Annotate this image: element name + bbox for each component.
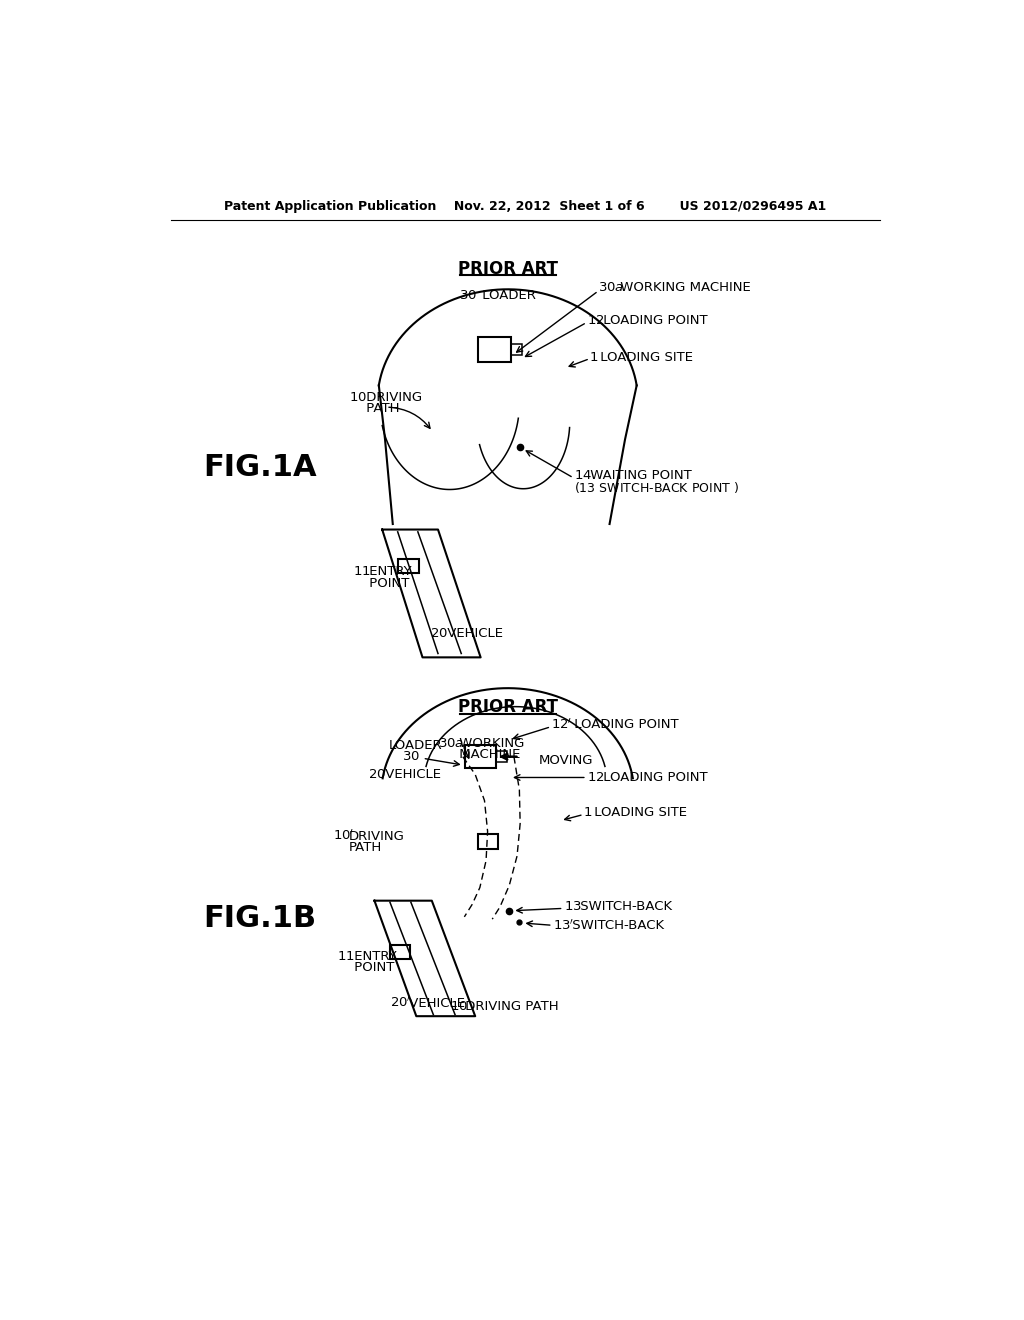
- Text: ENTRY: ENTRY: [366, 565, 412, 578]
- Bar: [478, 337, 511, 362]
- Text: FIG.1B: FIG.1B: [203, 904, 316, 933]
- Text: PRIOR ART: PRIOR ART: [458, 698, 558, 715]
- Text: PATH: PATH: [362, 403, 399, 416]
- Text: ($\mathit{13}$ SWITCH-BACK POINT ): ($\mathit{13}$ SWITCH-BACK POINT ): [573, 479, 738, 495]
- Text: $\mathit{10}$: $\mathit{10}$: [450, 1001, 468, 1014]
- Text: $\mathit{30a}$: $\mathit{30a}$: [438, 737, 464, 750]
- Bar: [398, 558, 419, 573]
- Text: MACHINE: MACHINE: [455, 748, 520, 760]
- Text: LOADING SITE: LOADING SITE: [590, 807, 687, 820]
- Text: LOADING POINT: LOADING POINT: [599, 771, 708, 784]
- Text: WORKING MACHINE: WORKING MACHINE: [616, 281, 751, 294]
- Text: SWITCH-BACK: SWITCH-BACK: [568, 919, 665, 932]
- Text: PATH: PATH: [349, 841, 382, 854]
- Text: LOADING POINT: LOADING POINT: [599, 314, 708, 326]
- Text: SWITCH-BACK: SWITCH-BACK: [575, 900, 672, 913]
- Bar: [465, 744, 496, 768]
- Text: DRIVING: DRIVING: [362, 391, 422, 404]
- Text: ENTRY: ENTRY: [349, 949, 396, 962]
- Text: LOADING POINT: LOADING POINT: [569, 718, 678, 731]
- Text: $\mathit{13'}$: $\mathit{13'}$: [553, 919, 574, 932]
- Text: VEHICLE: VEHICLE: [406, 997, 466, 1010]
- Text: $\mathit{30}$: $\mathit{30}$: [459, 289, 477, 302]
- Text: $\mathit{10'}$: $\mathit{10'}$: [334, 829, 354, 843]
- Text: $\mathit{12'}$: $\mathit{12'}$: [551, 717, 572, 731]
- Text: $\mathit{10}$: $\mathit{10}$: [349, 391, 367, 404]
- Text: $\mathit{12}$: $\mathit{12}$: [587, 771, 604, 784]
- Text: $\mathit{30}$: $\mathit{30}$: [401, 750, 420, 763]
- Text: DRIVING PATH: DRIVING PATH: [461, 1001, 559, 1014]
- Text: $\mathit{1}$: $\mathit{1}$: [589, 351, 598, 363]
- Text: LOADER: LOADER: [478, 289, 537, 302]
- Text: PRIOR ART: PRIOR ART: [458, 260, 558, 277]
- Text: VEHICLE: VEHICLE: [381, 768, 440, 781]
- Text: $\mathit{11}$: $\mathit{11}$: [352, 565, 371, 578]
- Text: MOVING: MOVING: [539, 754, 593, 767]
- Text: WAITING POINT: WAITING POINT: [586, 469, 692, 482]
- Text: POINT: POINT: [366, 577, 410, 590]
- Text: $\mathit{20}$: $\mathit{20}$: [430, 627, 449, 640]
- Text: $\mathit{13}$: $\mathit{13}$: [563, 900, 582, 913]
- Text: $\mathit{1}$: $\mathit{1}$: [583, 807, 592, 820]
- Text: VEHICLE: VEHICLE: [442, 627, 503, 640]
- Text: POINT: POINT: [349, 961, 394, 974]
- Bar: [478, 834, 499, 849]
- Text: $\mathit{14}$: $\mathit{14}$: [573, 469, 592, 482]
- Bar: [390, 945, 410, 960]
- Text: LOADER: LOADER: [388, 739, 442, 751]
- Text: LOADING SITE: LOADING SITE: [596, 351, 693, 363]
- Text: DRIVING: DRIVING: [349, 829, 404, 842]
- Text: $\mathit{11}$: $\mathit{11}$: [337, 949, 355, 962]
- Text: WORKING: WORKING: [455, 737, 524, 750]
- Text: $\mathit{20'}$: $\mathit{20'}$: [390, 995, 412, 1010]
- Text: $\mathit{30a}$: $\mathit{30a}$: [598, 281, 625, 294]
- Text: FIG.1A: FIG.1A: [203, 454, 316, 482]
- Text: $\mathit{12}$: $\mathit{12}$: [587, 314, 604, 326]
- Bar: [511, 345, 521, 355]
- Text: $\mathit{20}$: $\mathit{20}$: [369, 768, 386, 781]
- Bar: [496, 751, 507, 762]
- Text: Patent Application Publication    Nov. 22, 2012  Sheet 1 of 6        US 2012/029: Patent Application Publication Nov. 22, …: [223, 199, 826, 213]
